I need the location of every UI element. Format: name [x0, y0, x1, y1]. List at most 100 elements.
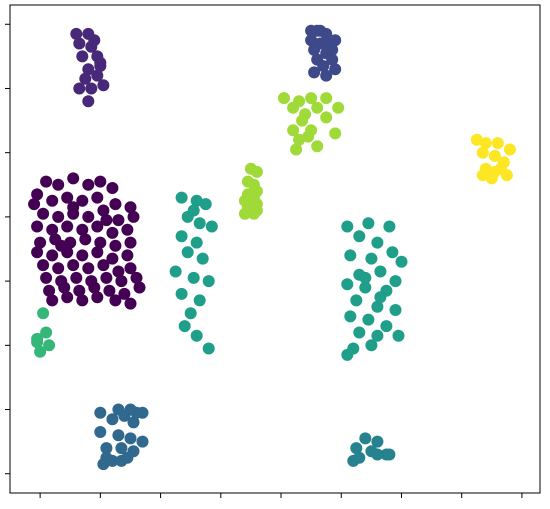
data-point-s2-10: [317, 60, 330, 72]
data-point-s2-13: [320, 69, 333, 82]
data-point-s5-32: [341, 278, 354, 291]
data-point-s0-32: [94, 236, 107, 249]
data-point-s8-11: [485, 172, 498, 185]
data-point-s0-45: [82, 262, 95, 275]
data-point-s7-13: [241, 201, 254, 214]
data-point-s7-22: [320, 111, 333, 124]
data-point-s2-12: [308, 66, 321, 79]
data-point-s3-10: [136, 435, 149, 448]
data-point-s2-14: [329, 34, 342, 47]
data-point-s0-5: [94, 175, 107, 188]
data-point-s0-38: [76, 249, 89, 262]
data-point-s0-2: [52, 178, 65, 191]
data-point-s0-57: [58, 281, 71, 294]
data-point-s7-20: [311, 101, 324, 114]
data-point-s5-48: [359, 271, 372, 284]
data-point-s3-18: [115, 454, 128, 467]
data-point-s5-33: [359, 281, 372, 294]
data-point-s5-8: [181, 246, 194, 259]
data-point-s0-43: [52, 262, 65, 275]
data-point-s0-54: [115, 275, 128, 288]
data-point-s5-24: [371, 236, 384, 249]
data-point-s6-1: [40, 326, 53, 339]
data-point-s7-27: [311, 140, 324, 153]
data-point-s0-59: [88, 281, 101, 294]
data-point-s3-9: [124, 432, 137, 445]
data-point-s5-0: [175, 191, 188, 204]
data-point-s5-17: [190, 329, 203, 342]
data-point-s0-17: [82, 210, 95, 223]
data-point-s0-66: [91, 291, 104, 304]
data-point-s3-12: [115, 442, 128, 455]
data-point-s0-20: [127, 210, 140, 223]
data-point-s4-2: [350, 442, 363, 455]
data-point-s0-13: [124, 201, 137, 214]
data-point-s0-70: [100, 214, 113, 227]
data-point-s0-51: [70, 271, 83, 284]
data-point-s2-6: [308, 43, 321, 56]
data-point-s3-4: [118, 409, 131, 422]
data-point-s0-64: [61, 291, 74, 304]
data-point-s8-0: [470, 133, 483, 146]
data-point-s1-14: [88, 34, 101, 47]
data-point-s5-30: [374, 265, 387, 278]
data-point-s1-10: [97, 79, 110, 92]
data-point-s6-0: [37, 307, 50, 320]
data-point-s3-7: [94, 426, 107, 438]
data-point-s0-7: [28, 198, 41, 211]
data-point-s8-1: [479, 137, 492, 150]
data-point-s0-8: [46, 194, 59, 207]
data-point-s1-9: [79, 72, 92, 85]
data-point-s0-31: [79, 233, 92, 246]
data-point-s7-19: [287, 101, 300, 114]
data-point-s0-10: [76, 194, 89, 207]
data-point-s6-4: [34, 345, 47, 358]
data-point-s5-19: [187, 204, 200, 217]
data-point-s7-18: [332, 101, 345, 114]
data-point-s2-9: [326, 53, 339, 66]
data-point-s5-5: [205, 220, 218, 233]
data-point-s5-43: [392, 329, 405, 342]
data-point-s0-19: [112, 214, 125, 227]
data-point-s0-28: [34, 236, 47, 249]
data-point-s5-13: [175, 287, 188, 300]
data-point-s1-12: [73, 82, 86, 95]
data-point-s0-60: [103, 284, 116, 297]
data-point-s0-23: [61, 220, 74, 233]
data-point-s4-7: [347, 454, 360, 467]
data-point-s1-11: [85, 82, 98, 95]
data-point-s0-53: [100, 271, 113, 284]
data-point-s0-18: [97, 204, 110, 217]
data-point-s5-9: [196, 252, 209, 265]
data-point-s1-8: [91, 69, 104, 82]
data-point-s0-27: [121, 223, 134, 236]
data-point-s0-67: [109, 294, 122, 307]
data-point-s0-44: [67, 259, 80, 272]
data-point-s0-49: [40, 271, 53, 284]
data-point-s0-58: [73, 284, 86, 297]
data-point-s0-61: [118, 287, 131, 300]
data-point-s7-1: [250, 165, 263, 178]
data-point-s2-11: [329, 63, 342, 76]
data-point-s8-2: [491, 137, 504, 150]
data-point-s1-5: [76, 50, 89, 63]
data-point-s0-62: [133, 281, 146, 294]
data-point-s0-34: [124, 236, 137, 249]
data-point-s0-25: [91, 220, 104, 233]
data-point-s1-13: [82, 95, 95, 108]
data-point-s5-10: [169, 265, 182, 278]
data-point-s5-21: [362, 217, 375, 230]
data-point-s0-69: [67, 201, 80, 214]
data-point-s5-11: [187, 271, 200, 284]
data-point-s0-56: [43, 284, 56, 297]
data-point-s5-38: [344, 310, 357, 323]
data-point-s5-41: [353, 326, 366, 339]
data-point-s7-12: [250, 204, 263, 217]
data-point-s1-15: [94, 60, 107, 72]
data-point-s0-46: [97, 259, 110, 272]
data-point-s0-21: [31, 220, 44, 233]
data-point-s5-4: [193, 217, 206, 230]
data-point-s7-28: [290, 143, 303, 156]
data-point-s0-36: [46, 249, 59, 262]
data-point-s3-17: [97, 458, 110, 471]
